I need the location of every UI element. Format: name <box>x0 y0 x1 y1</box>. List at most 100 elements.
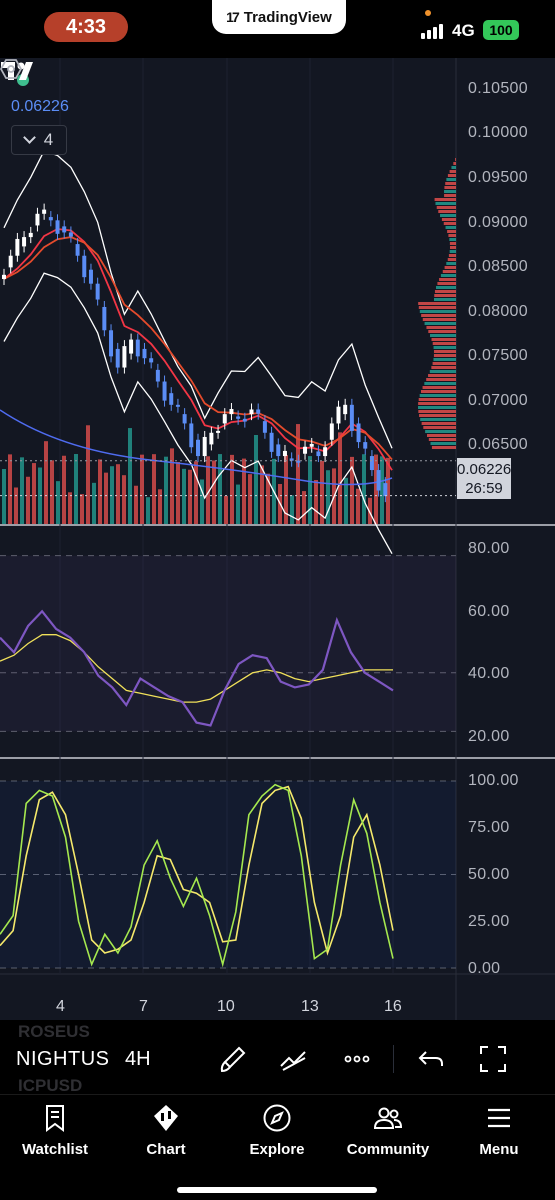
nav-menu[interactable]: Menu <box>444 1103 554 1165</box>
price-tick: 0.07000 <box>468 392 528 409</box>
volume-profile-bar <box>418 406 456 409</box>
candle-body <box>383 483 388 497</box>
volume-profile-bar <box>434 290 456 293</box>
candle-body <box>22 237 27 247</box>
chart-area[interactable]: 0.06226 4 0.10500 0.10000 0.09500 0.0900… <box>0 58 555 1020</box>
volume-bar <box>290 495 294 524</box>
volume-bar <box>32 463 36 524</box>
chart-canvas[interactable] <box>0 58 555 1020</box>
interval-selector[interactable]: 4H <box>125 1048 151 1070</box>
nav-chart[interactable]: Chart <box>111 1103 221 1165</box>
candle-body <box>356 423 361 443</box>
stoch-tick: 50.00 <box>468 866 510 883</box>
menu-icon <box>488 1108 510 1128</box>
volume-profile-bar <box>439 278 456 281</box>
toolbar-divider <box>393 1045 394 1073</box>
undo-icon[interactable] <box>416 1044 446 1074</box>
candle-body <box>2 274 6 280</box>
indicator-toggle[interactable]: 4 <box>11 125 67 155</box>
candle-body <box>303 446 308 454</box>
volume-bar <box>74 454 78 524</box>
candle-body <box>363 442 368 449</box>
stoch-tick: 75.00 <box>468 819 510 836</box>
volume-profile-bar <box>422 386 456 389</box>
more-icon[interactable] <box>342 1044 372 1074</box>
current-price-box: 0.06226 26:59 <box>457 458 511 499</box>
volume-profile-bar <box>438 210 456 213</box>
volume-profile-bar <box>429 370 456 373</box>
candle-body <box>95 283 100 300</box>
nav-label: Community <box>346 1141 430 1158</box>
candle-body <box>196 439 200 457</box>
candle-body <box>222 414 227 424</box>
volume-bar <box>356 488 360 524</box>
volume-bar <box>218 454 222 524</box>
ema-slow-line <box>3 236 393 461</box>
drawing-tools-icon[interactable] <box>278 1044 308 1074</box>
volume-bar <box>152 454 156 524</box>
volume-profile-bar <box>431 366 456 369</box>
rsi-tick: 40.00 <box>468 665 510 682</box>
fullscreen-icon[interactable] <box>478 1044 508 1074</box>
bookmark-icon <box>46 1105 64 1132</box>
candle-body <box>122 346 127 368</box>
price-tick: 0.08500 <box>468 258 528 275</box>
candle-body <box>189 423 194 448</box>
nav-community[interactable]: Community <box>333 1103 443 1165</box>
candle-body <box>262 421 267 433</box>
volume-bar <box>104 472 108 524</box>
volume-bar <box>266 473 270 524</box>
rsi-tick: 80.00 <box>468 540 510 557</box>
volume-profile-bar <box>446 262 456 265</box>
volume-profile-bar <box>419 310 456 313</box>
volume-profile-bar <box>428 374 456 377</box>
candle-body <box>102 306 107 331</box>
volume-profile-bar <box>433 346 456 349</box>
app-badge-label: TradingView <box>243 8 332 26</box>
candle-body <box>269 432 274 452</box>
volume-profile-bar <box>442 270 456 273</box>
symbol-selector[interactable]: NIGHTUS <box>16 1048 110 1070</box>
date-tick: 4 <box>56 998 65 1015</box>
chart-toolbar: ROSEUS ICPUSD NIGHTUS 4H <box>0 1020 555 1095</box>
chevron-down-icon <box>22 131 36 144</box>
last-price-readout: 0.06226 <box>11 98 69 115</box>
nav-explore[interactable]: Explore <box>222 1103 332 1165</box>
volume-bar <box>212 460 216 524</box>
volume-profile-bar <box>430 334 456 337</box>
volume-profile-bar <box>421 422 456 425</box>
volume-bar <box>320 460 324 524</box>
volume-bar <box>200 479 204 524</box>
bollinger-lower <box>3 272 393 555</box>
candle-body <box>15 238 20 256</box>
app-badge[interactable]: 17 TradingView <box>212 0 346 34</box>
volume-profile-bar <box>446 178 456 181</box>
candle-body <box>42 209 47 214</box>
candle-body <box>162 381 167 401</box>
rsi-line <box>0 609 394 727</box>
candle-body <box>55 220 60 234</box>
candle-body <box>68 232 73 237</box>
volume-bar <box>362 454 366 524</box>
volume-profile-bar <box>444 194 456 197</box>
brush-icon[interactable] <box>218 1044 248 1074</box>
candle-body <box>129 339 134 354</box>
nav-label: Chart <box>146 1141 186 1158</box>
volume-bar <box>308 456 312 524</box>
volume-bar <box>68 492 72 524</box>
rsi-tick: 20.00 <box>468 728 510 745</box>
candle-body <box>236 416 241 419</box>
candle-body <box>202 436 207 457</box>
volume-profile-bar <box>425 430 456 433</box>
volume-profile-bar <box>418 410 456 413</box>
candle-body <box>88 269 93 284</box>
volume-profile-bar <box>428 438 456 441</box>
candle-body <box>376 470 381 491</box>
rsi-ma-line <box>0 634 393 703</box>
home-indicator <box>177 1187 377 1193</box>
chart-settings-icon[interactable] <box>0 58 22 80</box>
volume-bar <box>98 459 102 524</box>
volume-profile-bar <box>440 214 456 217</box>
candle-body <box>62 226 67 233</box>
nav-watchlist[interactable]: Watchlist <box>0 1103 110 1165</box>
